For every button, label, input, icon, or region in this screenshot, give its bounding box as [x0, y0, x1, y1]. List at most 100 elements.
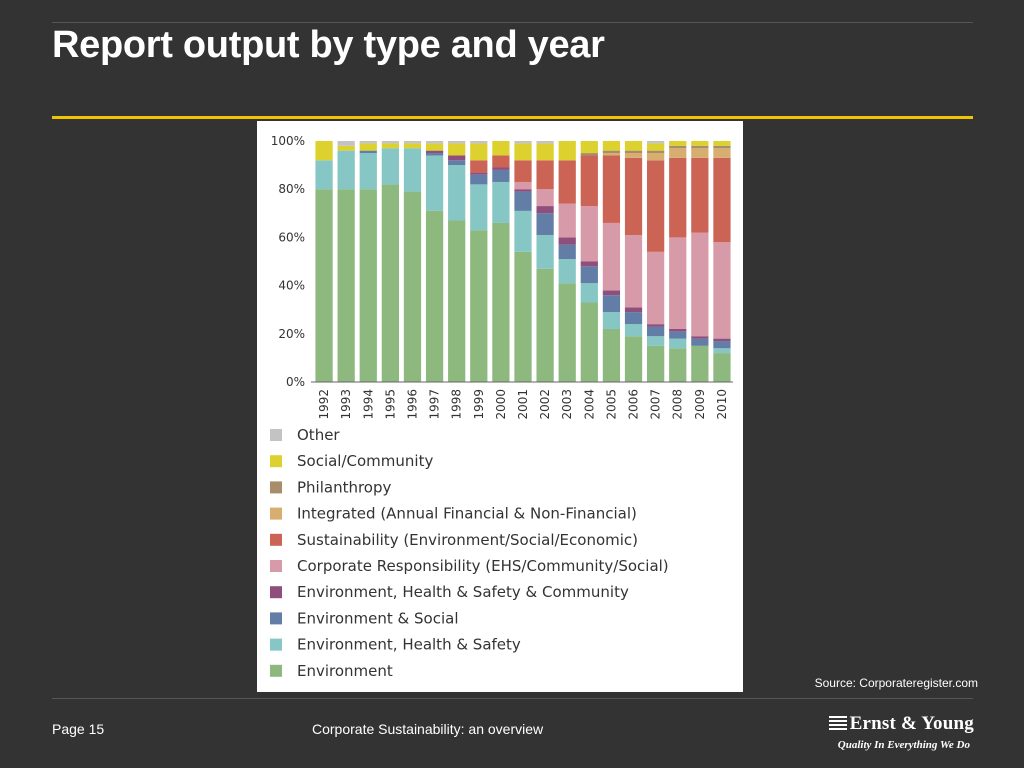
bar-segment: [448, 155, 466, 161]
bar-segment: [514, 189, 532, 192]
bar-segment: [403, 141, 422, 144]
bar-segment: [403, 191, 422, 382]
bar-segment: [669, 237, 687, 329]
bar-segment: [403, 148, 422, 192]
bar-segment: [425, 153, 444, 156]
title-underline: [52, 116, 973, 119]
x-tick-label: 2000: [494, 389, 508, 420]
bar-segment: [381, 184, 399, 382]
x-tick-label: 1996: [405, 389, 419, 420]
bar-segment: [536, 213, 554, 235]
bar-segment: [536, 160, 554, 190]
legend-label: Social/Community: [297, 452, 433, 470]
ernst-young-logo: Ernst & Young Quality In Everything We D…: [804, 713, 974, 755]
bar-segment: [492, 167, 510, 170]
bar-segment: [580, 141, 598, 154]
legend-swatch: [270, 533, 282, 546]
bar-segment: [647, 160, 665, 252]
bar-segment: [580, 283, 598, 303]
bar-segment: [514, 160, 532, 182]
x-tick-label: 2005: [604, 389, 618, 420]
chart-panel: 0% 20% 40% 60% 80% 100% 1992 1993 1994 1995 1996 19…: [257, 121, 743, 692]
bar-segment: [602, 155, 621, 223]
bar-segment: [713, 242, 731, 339]
bar-segment: [558, 203, 576, 238]
x-tick-label: 2007: [649, 389, 663, 420]
bar-segment: [713, 348, 731, 354]
bar-segment: [448, 141, 466, 144]
bar-segment: [713, 157, 731, 243]
bar-segment: [536, 234, 554, 269]
legend-swatch: [270, 638, 282, 651]
bar-segment: [448, 165, 466, 221]
x-tick-label: 2002: [538, 389, 552, 420]
bar-segment: [425, 155, 444, 211]
y-tick-label: 60%: [278, 230, 305, 244]
bar-segment: [492, 222, 510, 382]
bar-segment: [713, 141, 731, 146]
bar-segment: [713, 338, 731, 342]
bar-segment: [602, 153, 621, 156]
bar-segment: [470, 174, 488, 185]
x-tick-label: 2001: [516, 389, 530, 420]
bar-segment: [647, 326, 665, 337]
bar-segment: [492, 155, 510, 168]
bar-segment: [647, 336, 665, 346]
bar-segment: [669, 145, 687, 149]
legend-label: Corporate Responsibility (EHS/Community/…: [297, 557, 669, 575]
bar-segment: [381, 148, 399, 185]
bar-segment: [691, 157, 709, 233]
legend-label: Other: [297, 426, 340, 444]
bar-segment: [647, 153, 665, 161]
bar-segment: [470, 230, 488, 382]
bar-segment: [359, 141, 377, 144]
source-note: Source: Corporateregister.com: [814, 676, 978, 690]
bar-segment: [691, 148, 709, 158]
footer-text: Corporate Sustainability: an overview: [312, 721, 544, 737]
bar-segment: [602, 290, 621, 296]
bar-segment: [337, 145, 355, 151]
legend-swatch: [270, 586, 282, 599]
bar-segment: [669, 338, 687, 349]
bar-segment: [580, 153, 598, 156]
legend-swatch: [270, 481, 282, 494]
bar-segment: [558, 237, 576, 245]
x-tick-label: 1998: [450, 389, 464, 420]
bar-segment: [624, 153, 643, 158]
legend-swatch: [270, 455, 282, 468]
logo-tagline: Quality In Everything We Do: [837, 739, 970, 751]
y-tick-label: 100%: [271, 134, 305, 148]
x-tick-label: 2008: [671, 389, 685, 420]
legend-swatch: [270, 560, 282, 572]
logo-stripes-icon: [828, 716, 847, 730]
logo-name: Ernst & Young: [849, 713, 974, 734]
bar-segment: [713, 353, 731, 382]
bar-segment: [624, 150, 643, 154]
bar-segment: [602, 141, 621, 151]
bar-segment: [624, 307, 643, 313]
x-tick-label: 2004: [582, 389, 596, 420]
bar-segment: [647, 324, 665, 327]
x-tick-label: 2006: [627, 389, 641, 420]
bar-segment: [624, 141, 643, 151]
bar-segment: [315, 189, 333, 382]
bar-segment: [359, 143, 377, 151]
bar-segment: [558, 160, 576, 204]
bar-segment: [624, 336, 643, 382]
bar-segment: [425, 141, 444, 144]
bar-segment: [381, 141, 399, 144]
footer-rule: [52, 698, 973, 699]
bar-segment: [580, 302, 598, 382]
bar-segment: [602, 328, 621, 382]
bar-segment: [647, 150, 665, 154]
bar-segment: [691, 232, 709, 337]
bar-segment: [558, 259, 576, 284]
bar-segment: [470, 141, 488, 144]
bar-segment: [691, 145, 709, 149]
slide-title: Report output by type and year: [52, 24, 605, 66]
bar-segment: [669, 348, 687, 382]
bar-segment: [381, 143, 399, 149]
bar-segment: [315, 160, 333, 190]
legend-label: Philanthropy: [297, 478, 392, 496]
bar-segment: [647, 345, 665, 382]
